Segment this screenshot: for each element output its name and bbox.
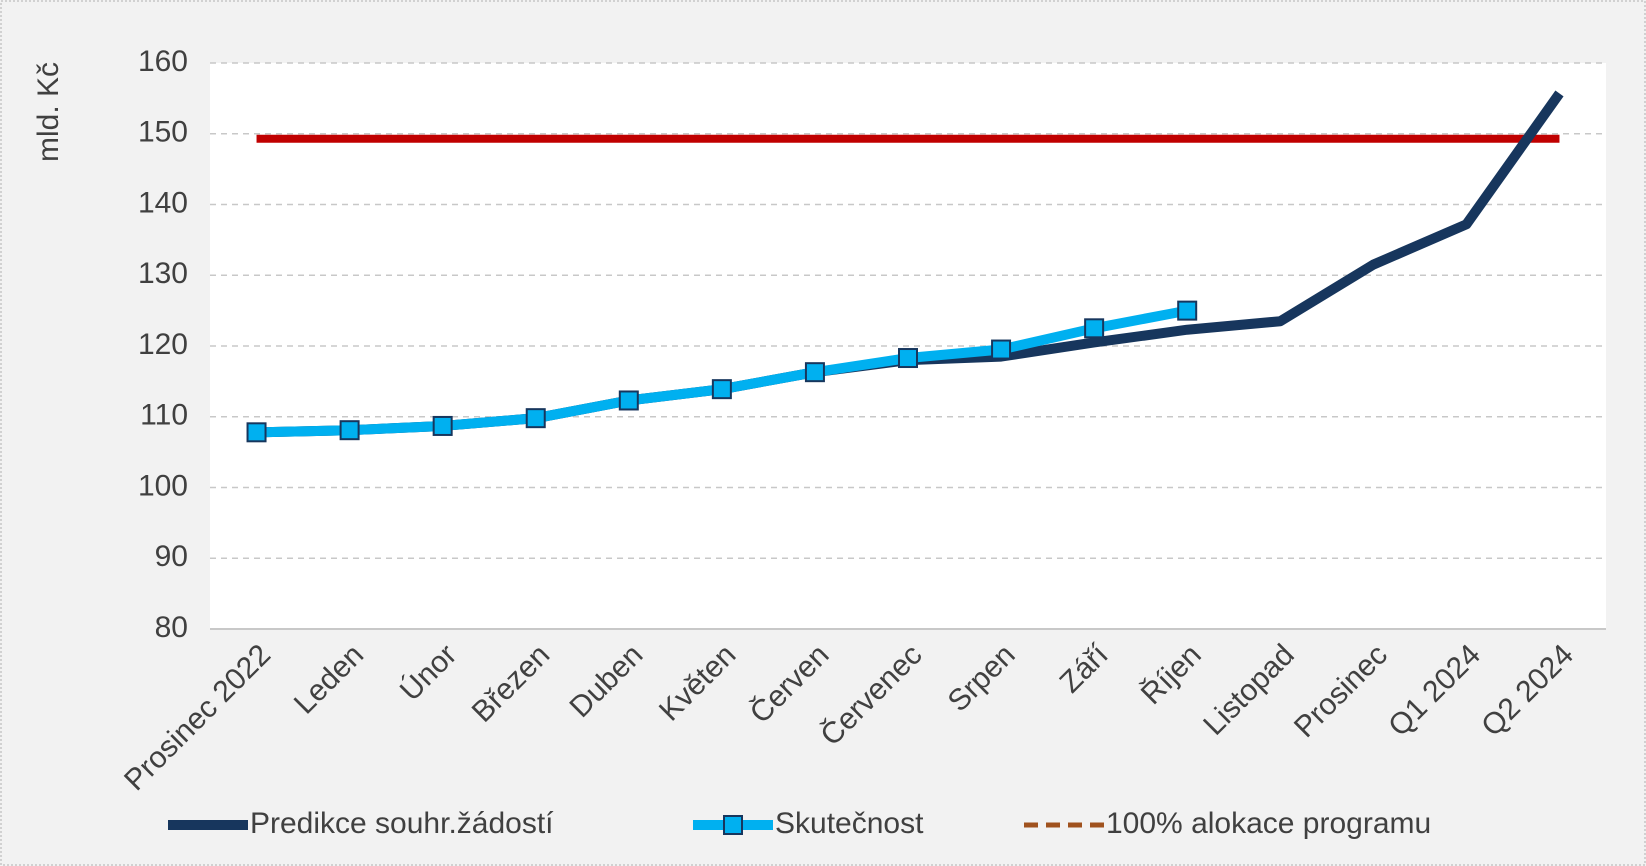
- legend-label: Predikce souhr.žádostí: [250, 807, 554, 840]
- point-marker: [618, 390, 639, 411]
- point-marker: [804, 362, 825, 383]
- legend-label: Skutečnost: [775, 807, 924, 840]
- legend-label: 100% alokace programu: [1106, 807, 1431, 840]
- y-tick-label: 150: [138, 116, 188, 149]
- y-tick-label: 100: [138, 469, 188, 502]
- y-tick-label: 80: [155, 611, 188, 644]
- legend-marker: [723, 815, 743, 835]
- point-marker: [991, 339, 1012, 360]
- point-marker: [432, 415, 453, 436]
- point-marker: [525, 408, 546, 429]
- point-marker: [1084, 318, 1105, 339]
- y-tick-label: 140: [138, 186, 188, 219]
- point-marker: [711, 379, 732, 400]
- y-tick-label: 110: [140, 399, 188, 432]
- point-marker: [1177, 300, 1198, 321]
- point-marker: [246, 422, 267, 443]
- y-tick-label: 130: [138, 257, 188, 290]
- y-axis-label: mld. Kč: [32, 62, 65, 162]
- y-tick-label: 160: [138, 45, 188, 78]
- point-marker: [898, 348, 918, 369]
- point-marker: [339, 420, 360, 441]
- y-tick-label: 90: [155, 540, 188, 573]
- y-tick-label: 120: [138, 328, 188, 361]
